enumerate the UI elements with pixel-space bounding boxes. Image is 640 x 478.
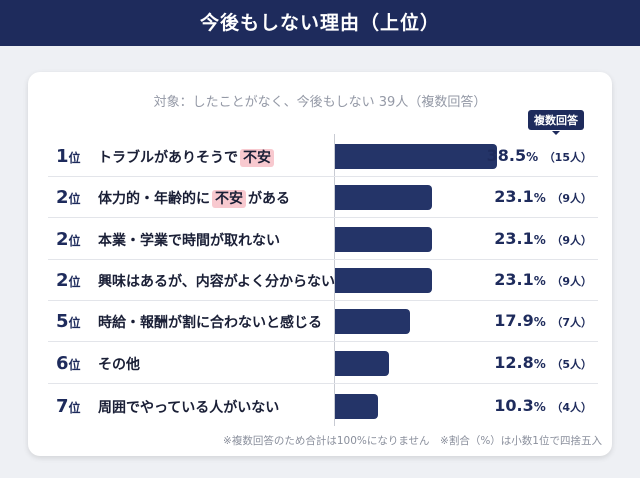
rank-number: 7	[56, 396, 69, 417]
percent-suffix: %	[533, 357, 546, 371]
respondent-count: （5人）	[551, 358, 592, 371]
category-label: 本業・学業で時間が取れない	[98, 230, 280, 250]
value-label: 23.1% （9人）	[494, 270, 592, 289]
category-label: トラブルがありそうで 不安	[98, 147, 276, 167]
multiple-answer-badge: 複数回答	[528, 110, 584, 135]
bar-row: 2位 本業・学業で時間が取れない 23.1% （9人）	[48, 219, 598, 260]
rank-label: 7位	[56, 396, 81, 417]
rank-number: 5	[56, 311, 69, 332]
page-title: 今後もしない理由（上位）	[0, 0, 640, 46]
rank-label: 2位	[56, 270, 81, 291]
bar	[335, 185, 433, 210]
percent-suffix: %	[533, 191, 546, 205]
percent-value: 17.9	[494, 311, 534, 330]
chart-subtitle: 対象：したことがなく、今後もしない 39人（複数回答）	[153, 95, 487, 110]
category-label: 興味はあるが、内容がよく分からない	[98, 271, 335, 291]
rank-number: 2	[56, 229, 69, 250]
percent-value: 23.1	[494, 229, 534, 248]
category-label: 体力的・年齢的に 不安 がある	[98, 188, 290, 208]
bar-row: 5位 時給・報酬が割に合わないと感じる 17.9% （7人）	[48, 301, 598, 342]
rank-label: 2位	[56, 187, 81, 208]
label-highlight: 不安	[212, 190, 246, 208]
label-text: 周囲でやっている人がいない	[98, 400, 280, 416]
respondent-count: （9人）	[551, 192, 592, 205]
percent-value: 23.1	[494, 270, 534, 289]
respondent-count: （4人）	[551, 401, 592, 414]
bar	[335, 394, 379, 419]
percent-suffix: %	[533, 400, 546, 414]
category-label: 時給・報酬が割に合わないと感じる	[98, 312, 322, 332]
bar-row: 1位 トラブルがありそうで 不安 38.5% （15人）	[48, 136, 598, 177]
bar	[335, 309, 411, 334]
bar-row: 2位 興味はあるが、内容がよく分からない 23.1% （9人）	[48, 260, 598, 301]
label-text-after: がある	[248, 191, 290, 207]
respondent-count: （9人）	[551, 234, 592, 247]
label-highlight: 不安	[240, 149, 274, 167]
axis-line	[334, 134, 335, 426]
label-text: 時給・報酬が割に合わないと感じる	[98, 315, 322, 331]
category-label: その他	[98, 354, 140, 374]
chart-card	[28, 72, 612, 456]
rank-number: 6	[56, 353, 69, 374]
rank-suffix: 位	[68, 401, 81, 415]
rank-label: 1位	[56, 146, 81, 167]
label-text: 体力的・年齢的に	[98, 191, 210, 207]
category-label: 周囲でやっている人がいない	[98, 397, 279, 417]
respondent-count: （9人）	[551, 275, 592, 288]
rank-suffix: 位	[68, 275, 81, 289]
value-label: 23.1% （9人）	[494, 229, 592, 248]
bar-row: 7位 周囲でやっている人がいない 10.3% （4人）	[48, 386, 598, 427]
rank-suffix: 位	[68, 192, 81, 206]
value-label: 10.3% （4人）	[494, 396, 592, 415]
bar	[335, 227, 433, 252]
bar-row: 2位 体力的・年齢的に 不安 がある 23.1% （9人）	[48, 177, 598, 218]
value-label: 12.8% （5人）	[494, 353, 592, 372]
footnote: ※複数回答のため合計は100%になりません ※割合（%）は小数1位で四捨五入	[223, 435, 602, 447]
label-text: その他	[98, 357, 140, 373]
percent-value: 10.3	[494, 396, 534, 415]
rank-suffix: 位	[68, 316, 81, 330]
rank-number: 1	[56, 146, 69, 167]
percent-suffix: %	[533, 274, 546, 288]
percent-suffix: %	[526, 150, 539, 164]
rank-suffix: 位	[68, 151, 81, 165]
bar-row: 6位 その他 12.8% （5人）	[48, 343, 598, 384]
percent-suffix: %	[533, 315, 546, 329]
rank-label: 6位	[56, 353, 81, 374]
value-label: 23.1% （9人）	[494, 187, 592, 206]
percent-value: 38.5	[486, 146, 527, 165]
bar	[335, 351, 389, 376]
rank-number: 2	[56, 187, 69, 208]
percent-value: 12.8	[494, 353, 534, 372]
rank-suffix: 位	[68, 358, 81, 372]
percent-value: 23.1	[494, 187, 534, 206]
label-text: 本業・学業で時間が取れない	[98, 233, 280, 249]
respondent-count: （15人）	[543, 151, 592, 164]
value-label: 17.9% （7人）	[494, 311, 592, 330]
bar	[335, 144, 498, 169]
label-text: 興味はあるが、内容がよく分からない	[98, 274, 336, 290]
rank-number: 2	[56, 270, 69, 291]
bar	[335, 268, 433, 293]
respondent-count: （7人）	[551, 316, 592, 329]
label-text: トラブルがありそうで	[98, 150, 238, 166]
rank-label: 2位	[56, 229, 81, 250]
rank-suffix: 位	[68, 234, 81, 248]
percent-suffix: %	[533, 233, 546, 247]
rank-label: 5位	[56, 311, 81, 332]
value-label: 38.5% （15人）	[487, 146, 592, 165]
